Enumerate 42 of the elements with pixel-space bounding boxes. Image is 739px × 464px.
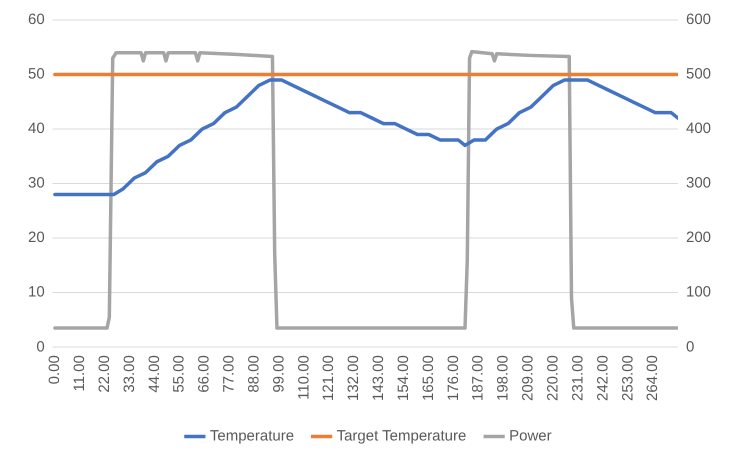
x-tick-label: 99.00	[270, 355, 288, 393]
y2-tick-label: 500	[686, 66, 712, 83]
x-tick-label: 242.00	[594, 355, 612, 402]
x-tick-label: 44.00	[146, 355, 163, 393]
x-tick-label: 11.00	[71, 355, 88, 392]
x-tick-label: 165.00	[420, 355, 437, 402]
y-tick-label: 60	[28, 11, 45, 28]
y-tick-label: 30	[28, 174, 45, 192]
y2-tick-label: 400	[686, 120, 712, 138]
x-tick-label: 132.00	[345, 355, 362, 402]
x-tick-label: 66.00	[196, 355, 213, 393]
y-tick-label: 0	[36, 338, 45, 356]
y2-tick-label: 0	[686, 338, 694, 356]
x-tick-label: 33.00	[120, 355, 138, 393]
y-tick-label: 50	[28, 66, 45, 83]
x-tick-label: 154.00	[394, 355, 412, 402]
x-tick-label: 121.00	[320, 355, 338, 402]
x-tick-label: 176.00	[444, 355, 462, 402]
x-tick-label: 253.00	[619, 355, 636, 402]
x-tick-label: 209.00	[520, 355, 537, 402]
y-tick-label: 20	[28, 229, 45, 246]
legend-label: Power	[509, 428, 552, 445]
y-tick-label: 10	[28, 284, 45, 301]
x-tick-label: 264.00	[644, 355, 662, 402]
legend-label: Temperature	[210, 428, 294, 445]
x-tick-label: 198.00	[494, 355, 512, 402]
x-tick-label: 110.00	[295, 355, 312, 400]
legend-label: Target Temperature	[336, 428, 466, 445]
x-tick-label: 231.00	[569, 355, 586, 402]
x-tick-label: 0.00	[46, 355, 64, 384]
x-tick-label: 88.00	[245, 355, 262, 393]
x-tick-label: 77.00	[220, 355, 238, 393]
y-tick-label: 40	[28, 120, 45, 138]
x-tick-label: 22.00	[96, 355, 113, 393]
y2-tick-label: 100	[686, 284, 712, 301]
x-tick-label: 187.00	[470, 355, 487, 402]
y2-tick-label: 300	[686, 174, 712, 192]
y2-tick-label: 200	[686, 229, 712, 246]
x-tick-label: 143.00	[370, 355, 388, 402]
x-tick-label: 55.00	[170, 355, 188, 393]
x-tick-label: 220.00	[544, 355, 562, 402]
y2-tick-label: 600	[686, 11, 712, 28]
